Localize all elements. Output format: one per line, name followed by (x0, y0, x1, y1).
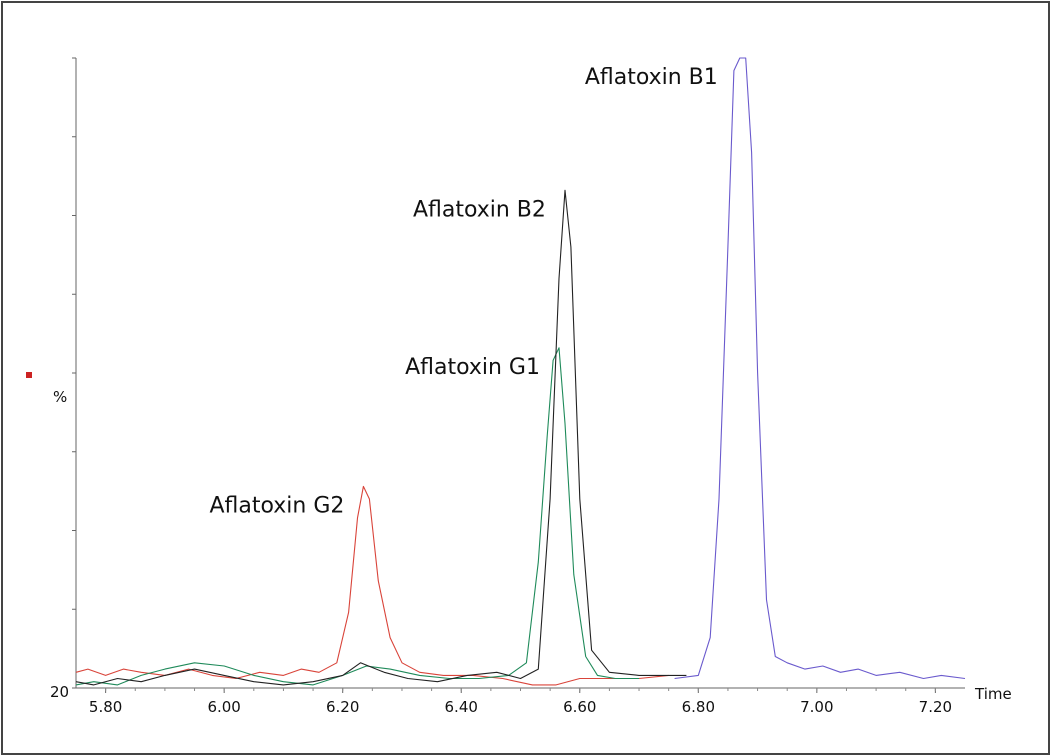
series-line-3 (75, 189, 687, 686)
x-axis-label: Time (974, 685, 1012, 703)
legend-marker (26, 372, 32, 378)
x-tick-label: 6.80 (682, 698, 715, 716)
peak-label: Aflatoxin G1 (405, 355, 540, 380)
peak-label: Aflatoxin B2 (413, 197, 546, 222)
annotations: Aflatoxin B1 Aflatoxin B2 Aflatoxin G1 Afla… (209, 65, 717, 518)
series-line-4 (674, 57, 966, 680)
peak-label: Aflatoxin G2 (209, 493, 344, 518)
y-baseline-label: 20 (50, 683, 69, 701)
x-ticks: 5.80 6.00 6.20 6.40 6.60 6.80 7.00 7.20 (89, 688, 952, 716)
series-group (75, 57, 966, 686)
x-tick-label: 6.00 (207, 698, 240, 716)
x-tick-label: 7.20 (919, 698, 952, 716)
series-line-2 (75, 347, 639, 686)
x-tick-label: 6.20 (326, 698, 359, 716)
x-tick-label: 7.00 (800, 698, 833, 716)
x-tick-label: 5.80 (89, 698, 122, 716)
peak-label: Aflatoxin B1 (585, 65, 718, 90)
series-line-1 (75, 485, 669, 686)
y-axis-label: % (53, 388, 67, 406)
x-tick-label: 6.60 (563, 698, 596, 716)
x-tick-label: 6.40 (445, 698, 478, 716)
y-ticks (72, 57, 76, 689)
